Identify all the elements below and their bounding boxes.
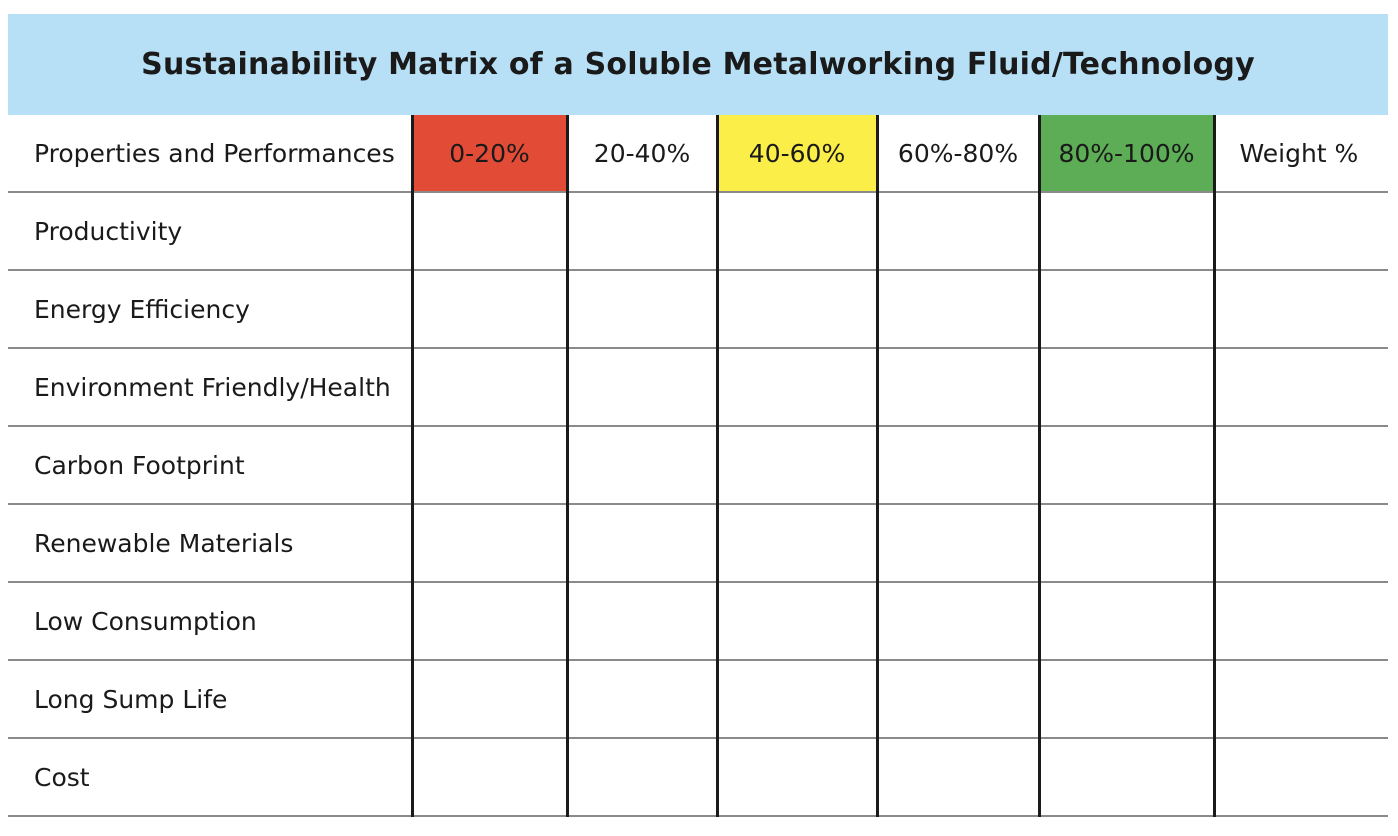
- cell-0-20[interactable]: [410, 660, 567, 739]
- cell-weight[interactable]: [1212, 660, 1388, 739]
- table-row: Carbon Footprint: [8, 426, 1388, 505]
- header-weight: Weight %: [1212, 115, 1388, 193]
- cell-40-60[interactable]: [715, 660, 877, 739]
- row-label: Low Consumption: [8, 582, 412, 661]
- header-properties: Properties and Performances: [8, 115, 412, 193]
- cell-60-80[interactable]: [875, 660, 1039, 739]
- cell-80-100[interactable]: [1037, 504, 1214, 583]
- cell-weight[interactable]: [1212, 426, 1388, 505]
- cell-60-80[interactable]: [875, 426, 1039, 505]
- table-row: Cost: [8, 738, 1388, 817]
- row-label: Energy Efficiency: [8, 270, 412, 349]
- matrix-body: Productivity Energy Efficiency Environment…: [8, 192, 1388, 817]
- cell-weight[interactable]: [1212, 192, 1388, 271]
- row-label: Carbon Footprint: [8, 426, 412, 505]
- cell-20-40[interactable]: [565, 504, 717, 583]
- table-row: Low Consumption: [8, 582, 1388, 661]
- header-band-40-60: 40-60%: [715, 115, 877, 193]
- cell-40-60[interactable]: [715, 192, 877, 271]
- header-band-80-100: 80%-100%: [1037, 115, 1214, 193]
- cell-20-40[interactable]: [565, 426, 717, 505]
- cell-0-20[interactable]: [410, 426, 567, 505]
- cell-40-60[interactable]: [715, 270, 877, 349]
- cell-0-20[interactable]: [410, 348, 567, 427]
- cell-60-80[interactable]: [875, 348, 1039, 427]
- table-row: Energy Efficiency: [8, 270, 1388, 349]
- row-label: Productivity: [8, 192, 412, 271]
- table-row: Environment Friendly/Health: [8, 348, 1388, 427]
- cell-80-100[interactable]: [1037, 738, 1214, 817]
- cell-0-20[interactable]: [410, 738, 567, 817]
- table-row: Renewable Materials: [8, 504, 1388, 583]
- cell-20-40[interactable]: [565, 192, 717, 271]
- row-label: Renewable Materials: [8, 504, 412, 583]
- cell-20-40[interactable]: [565, 270, 717, 349]
- row-label: Environment Friendly/Health: [8, 348, 412, 427]
- cell-60-80[interactable]: [875, 582, 1039, 661]
- cell-40-60[interactable]: [715, 348, 877, 427]
- cell-weight[interactable]: [1212, 270, 1388, 349]
- cell-80-100[interactable]: [1037, 426, 1214, 505]
- header-band-20-40: 20-40%: [565, 115, 717, 193]
- header-band-60-80: 60%-80%: [875, 115, 1039, 193]
- header-band-0-20: 0-20%: [410, 115, 567, 193]
- cell-40-60[interactable]: [715, 426, 877, 505]
- cell-weight[interactable]: [1212, 738, 1388, 817]
- cell-60-80[interactable]: [875, 504, 1039, 583]
- cell-80-100[interactable]: [1037, 192, 1214, 271]
- cell-80-100[interactable]: [1037, 270, 1214, 349]
- header-row: Properties and Performances 0-20% 20-40%…: [8, 115, 1388, 193]
- cell-40-60[interactable]: [715, 504, 877, 583]
- sustainability-matrix: Sustainability Matrix of a Soluble Metal…: [8, 14, 1388, 817]
- cell-60-80[interactable]: [875, 270, 1039, 349]
- cell-40-60[interactable]: [715, 582, 877, 661]
- row-label: Long Sump Life: [8, 660, 412, 739]
- table-row: Long Sump Life: [8, 660, 1388, 739]
- cell-0-20[interactable]: [410, 192, 567, 271]
- cell-60-80[interactable]: [875, 192, 1039, 271]
- matrix-table: Properties and Performances 0-20% 20-40%…: [8, 115, 1388, 817]
- cell-weight[interactable]: [1212, 582, 1388, 661]
- cell-80-100[interactable]: [1037, 582, 1214, 661]
- cell-60-80[interactable]: [875, 738, 1039, 817]
- cell-40-60[interactable]: [715, 738, 877, 817]
- cell-20-40[interactable]: [565, 582, 717, 661]
- cell-0-20[interactable]: [410, 270, 567, 349]
- cell-weight[interactable]: [1212, 504, 1388, 583]
- cell-20-40[interactable]: [565, 738, 717, 817]
- cell-0-20[interactable]: [410, 504, 567, 583]
- table-row: Productivity: [8, 192, 1388, 271]
- row-label: Cost: [8, 738, 412, 817]
- cell-80-100[interactable]: [1037, 660, 1214, 739]
- cell-weight[interactable]: [1212, 348, 1388, 427]
- cell-20-40[interactable]: [565, 348, 717, 427]
- cell-20-40[interactable]: [565, 660, 717, 739]
- cell-0-20[interactable]: [410, 582, 567, 661]
- cell-80-100[interactable]: [1037, 348, 1214, 427]
- matrix-title: Sustainability Matrix of a Soluble Metal…: [8, 14, 1388, 115]
